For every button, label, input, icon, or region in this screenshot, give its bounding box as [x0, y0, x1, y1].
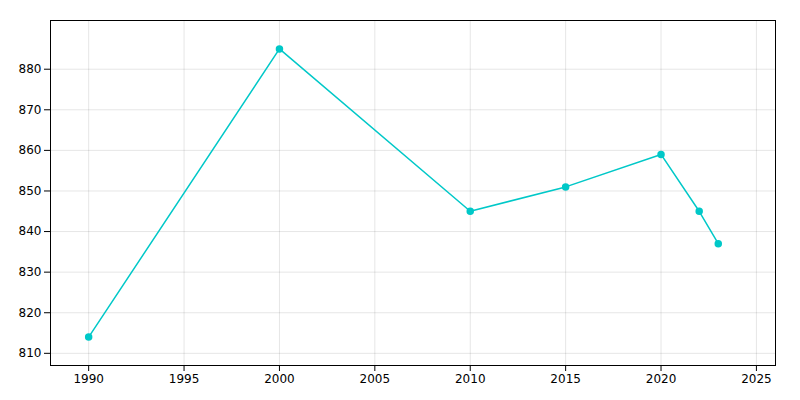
svg-text:2020: 2020 — [646, 372, 677, 386]
svg-text:850: 850 — [19, 184, 42, 198]
svg-text:2000: 2000 — [264, 372, 295, 386]
svg-text:810: 810 — [19, 346, 42, 360]
svg-text:860: 860 — [19, 143, 42, 157]
svg-text:840: 840 — [19, 224, 42, 238]
svg-text:880: 880 — [19, 62, 42, 76]
svg-text:830: 830 — [19, 265, 42, 279]
svg-text:2015: 2015 — [550, 372, 581, 386]
svg-text:870: 870 — [19, 103, 42, 117]
svg-text:1995: 1995 — [169, 372, 200, 386]
svg-text:2025: 2025 — [741, 372, 772, 386]
svg-text:2005: 2005 — [360, 372, 391, 386]
svg-text:820: 820 — [19, 306, 42, 320]
svg-text:2010: 2010 — [455, 372, 486, 386]
svg-text:1990: 1990 — [73, 372, 104, 386]
